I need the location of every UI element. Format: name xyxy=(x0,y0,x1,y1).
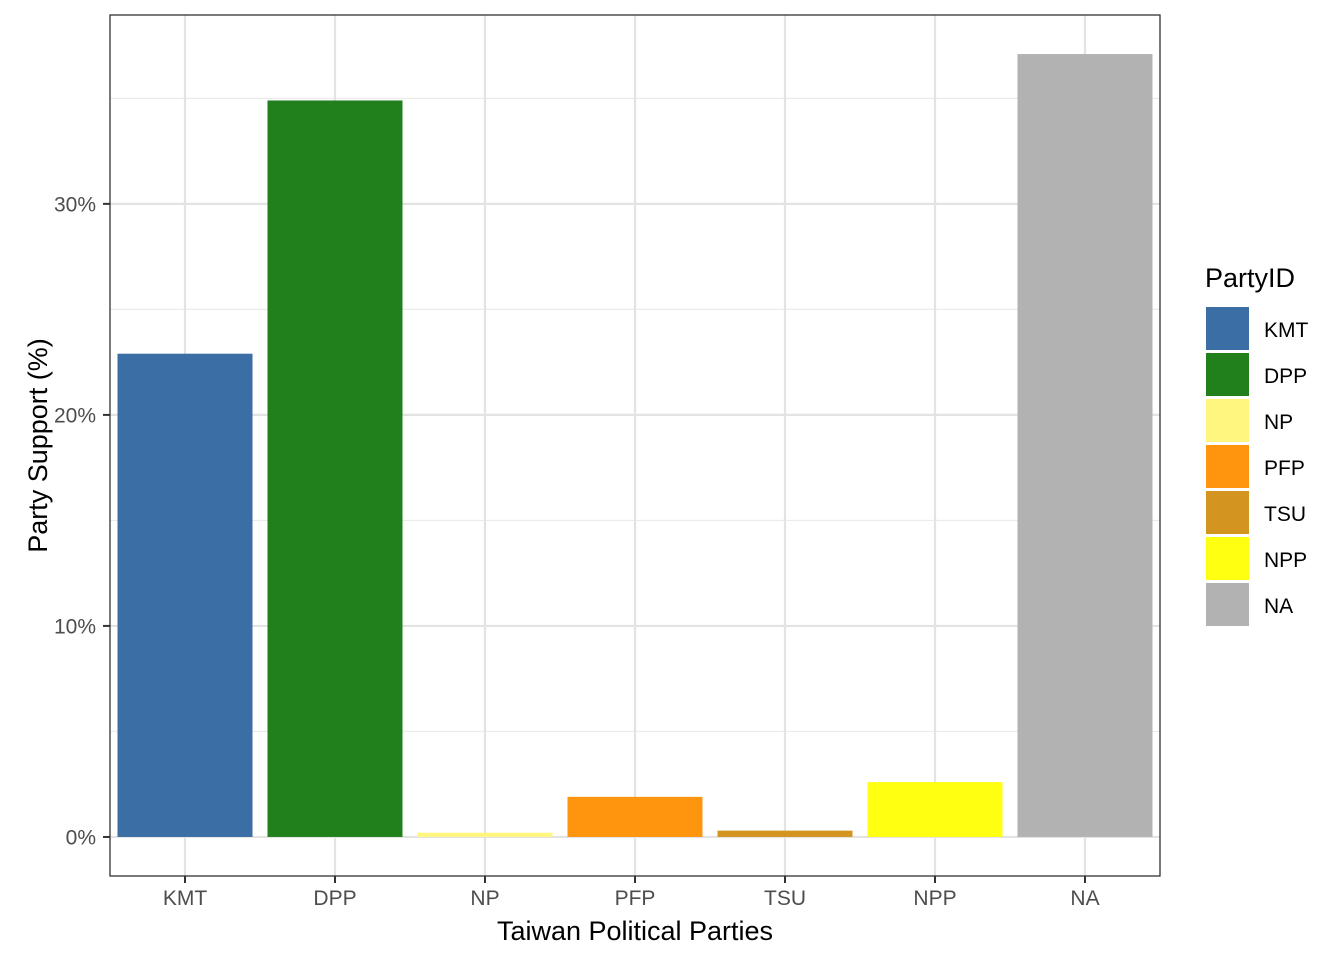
x-tick-label: PFP xyxy=(615,887,656,910)
x-tick-label: NPP xyxy=(913,887,956,910)
legend-key-dpp xyxy=(1206,353,1249,396)
legend-key-tsu xyxy=(1206,491,1249,534)
legend-key-na xyxy=(1206,583,1249,626)
x-tick-label: NA xyxy=(1070,887,1099,910)
x-tick-label: TSU xyxy=(764,887,806,910)
legend: PartyID KMT DPP NP PFP TSU NPP NA xyxy=(1205,263,1309,626)
y-tick-label: 20% xyxy=(54,404,96,427)
legend-label: NPP xyxy=(1264,549,1307,572)
bar-tsu xyxy=(717,830,853,837)
legend-label: PFP xyxy=(1264,457,1305,480)
legend-items: KMT DPP NP PFP TSU NPP NA xyxy=(1206,307,1309,626)
bar-np xyxy=(417,832,553,837)
x-tick-label: NP xyxy=(470,887,499,910)
y-tick-label: 0% xyxy=(66,826,96,849)
legend-title: PartyID xyxy=(1205,263,1295,293)
y-axis-title: Party Support (%) xyxy=(23,338,53,553)
legend-key-npp xyxy=(1206,537,1249,580)
bar-layer xyxy=(117,54,1153,837)
y-axis: 0% 10% 20% 30% xyxy=(54,193,110,849)
bar-dpp xyxy=(267,100,403,837)
legend-key-kmt xyxy=(1206,307,1249,350)
legend-key-np xyxy=(1206,399,1249,442)
bar-npp xyxy=(867,782,1003,837)
x-axis: KMT DPP NP PFP TSU NPP NA xyxy=(163,876,1100,910)
legend-label: NA xyxy=(1264,595,1293,618)
x-tick-label: KMT xyxy=(163,887,208,910)
x-axis-title: Taiwan Political Parties xyxy=(497,916,773,946)
bar-na xyxy=(1017,54,1153,837)
bar-kmt xyxy=(117,353,253,837)
x-tick-label: DPP xyxy=(313,887,356,910)
y-tick-label: 30% xyxy=(54,193,96,216)
legend-label: NP xyxy=(1264,411,1293,434)
legend-label: TSU xyxy=(1264,503,1306,526)
legend-key-pfp xyxy=(1206,445,1249,488)
legend-label: KMT xyxy=(1264,319,1309,342)
legend-label: DPP xyxy=(1264,365,1307,388)
bar-pfp xyxy=(567,796,703,837)
y-tick-label: 10% xyxy=(54,615,96,638)
